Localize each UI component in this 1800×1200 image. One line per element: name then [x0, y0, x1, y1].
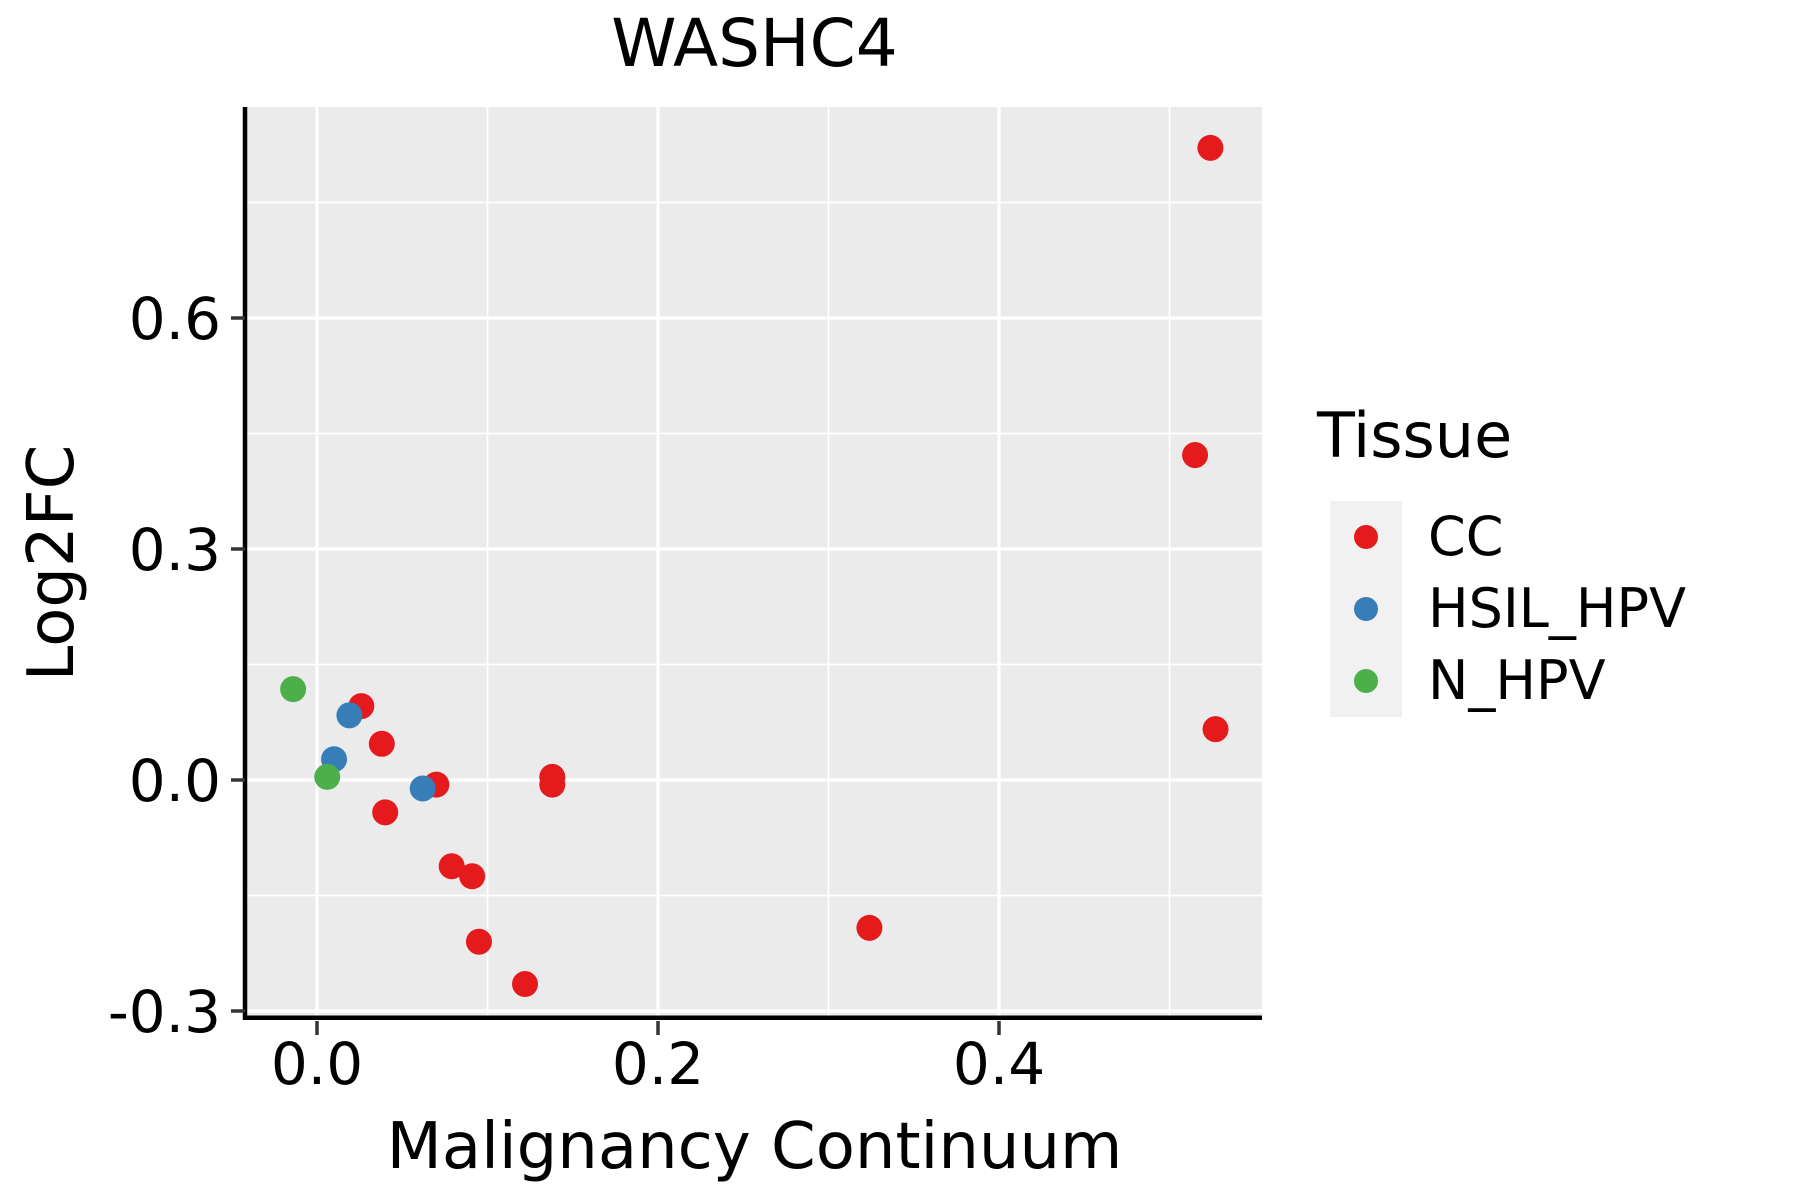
data-point-CC [438, 853, 465, 880]
y-tick-label: 0.6 [129, 285, 221, 353]
x-tick-label: 0.2 [612, 1030, 704, 1098]
legend-title: Tissue [1317, 399, 1513, 472]
y-tick-label: 0.0 [129, 747, 221, 815]
data-point-CC [459, 863, 486, 890]
y-tick-label: -0.3 [108, 978, 221, 1046]
data-point-CC [465, 928, 492, 955]
legend: Tissue CC HSIL_HPV N_HPV [1315, 399, 1687, 718]
legend-label: N_HPV [1428, 649, 1606, 713]
legend-items: CC HSIL_HPV N_HPV [1330, 501, 1687, 718]
data-point-HSIL_HPV [336, 702, 363, 729]
legend-label: CC [1428, 505, 1504, 569]
chart-title: WASHC4 [611, 5, 898, 82]
axis-lines [242, 107, 1262, 1020]
legend-key [1330, 573, 1402, 646]
data-point-CC [1202, 716, 1229, 743]
x-tick-label: 0.4 [953, 1030, 1045, 1098]
panel-background [247, 107, 1262, 1020]
y-axis-title: Log2FC [14, 444, 89, 682]
x-axis-title: Malignancy Continuum [386, 1110, 1123, 1184]
data-point-CC [368, 730, 395, 757]
data-point-CC [856, 914, 883, 941]
legend-key [1330, 645, 1402, 718]
y-tick-label: 0.3 [129, 516, 221, 584]
legend-row-CC: CC [1330, 501, 1686, 574]
legend-label: HSIL_HPV [1428, 577, 1687, 641]
legend-dot-icon [1354, 597, 1378, 622]
legend-dot-icon [1354, 525, 1378, 550]
legend-key [1330, 501, 1402, 574]
data-point-CC [512, 971, 539, 998]
data-point-N_HPV [280, 676, 307, 703]
data-point-CC [1197, 134, 1224, 161]
legend-row-HSIL_HPV: HSIL_HPV [1330, 573, 1687, 646]
data-point-CC [1182, 442, 1209, 469]
data-point-CC [372, 799, 399, 826]
data-point-CC [539, 771, 566, 798]
data-point-N_HPV [314, 763, 341, 790]
data-point-HSIL_HPV [409, 775, 436, 802]
legend-row-N_HPV: N_HPV [1330, 645, 1686, 718]
legend-dot-icon [1354, 669, 1378, 694]
x-tick-label: 0.0 [271, 1030, 363, 1098]
